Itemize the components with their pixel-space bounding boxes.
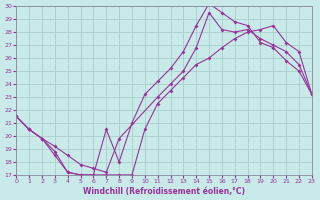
X-axis label: Windchill (Refroidissement éolien,°C): Windchill (Refroidissement éolien,°C) <box>83 187 245 196</box>
